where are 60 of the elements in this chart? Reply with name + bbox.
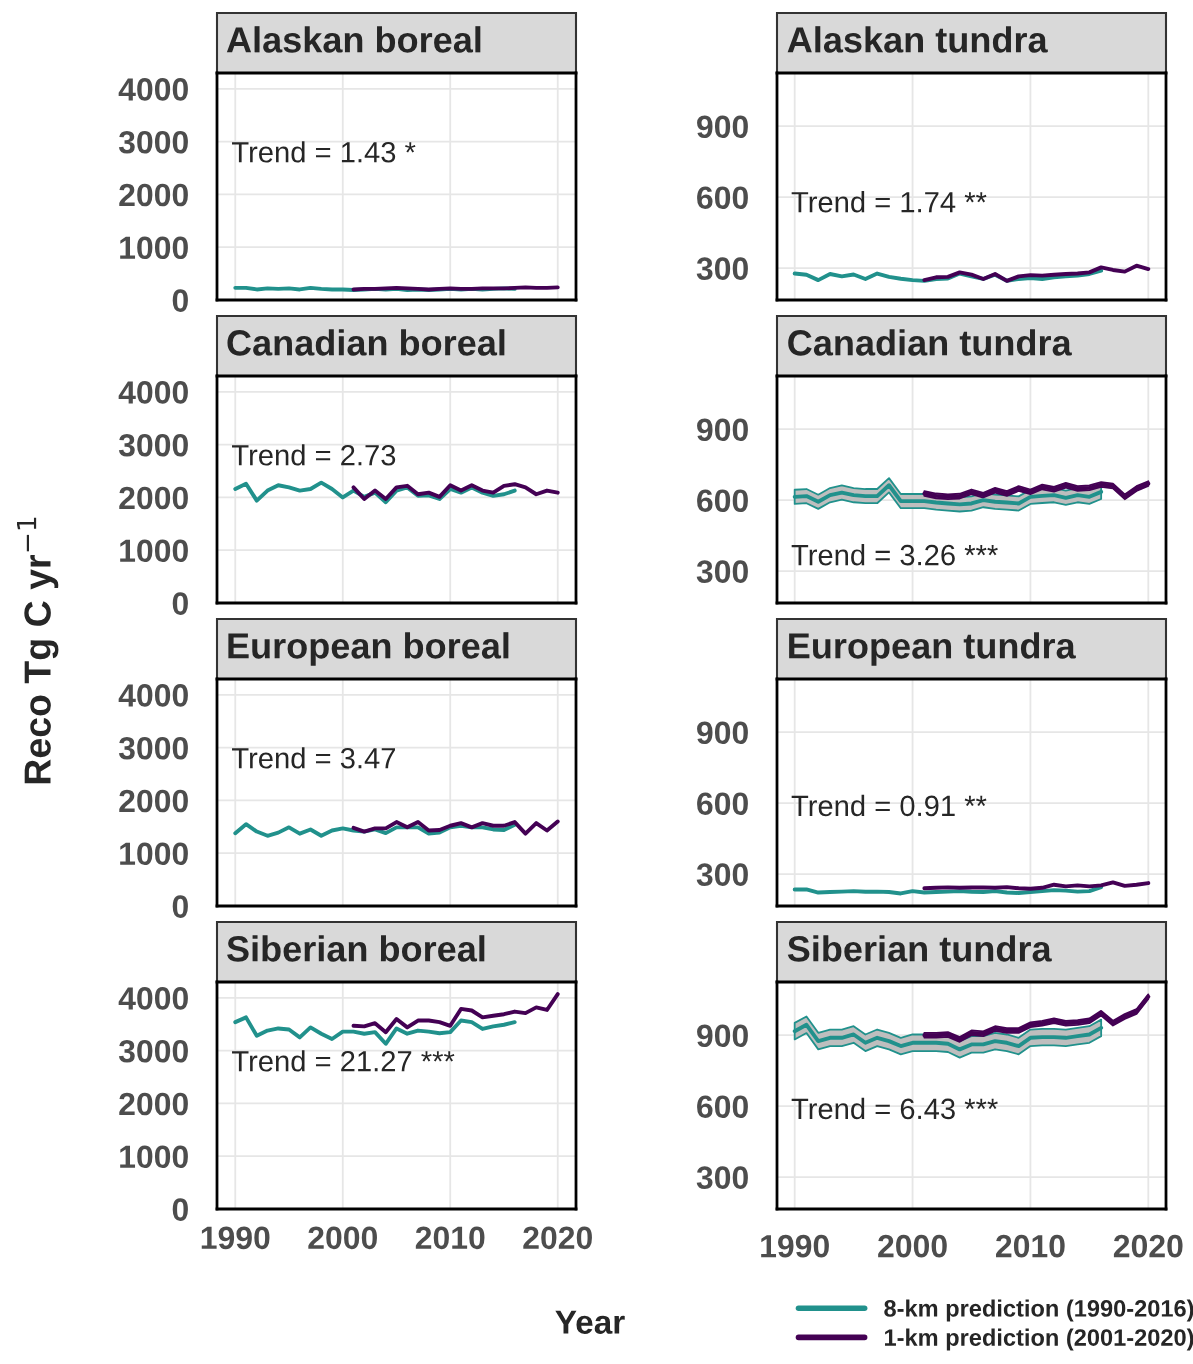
y-tick-label: 2000 (119, 486, 188, 510)
chart-title: Siberian boreal (227, 935, 485, 962)
y-tick-label: 3000 (118, 1039, 188, 1063)
y-tick-label: 4000 (118, 78, 188, 101)
y-tick-label: 600 (697, 489, 748, 513)
x-tick-label: 2010 (996, 1234, 1065, 1258)
x-axis-title: Year (555, 1310, 625, 1334)
x-tick-label: 2020 (1113, 1234, 1183, 1258)
y-tick-label: 4000 (118, 684, 188, 707)
chart-title: Alaskan tundra (787, 26, 1048, 53)
y-tick-label: 0 (172, 289, 188, 312)
y-tick-label: 900 (697, 418, 748, 442)
y-axis-title: Reco Tg C yr$^{−1}$ (17, 517, 59, 784)
y-tick-label: 3000 (118, 433, 188, 457)
y-tick-label: 600 (697, 792, 748, 816)
y-tick-label: 1000 (120, 539, 188, 563)
x-tick-label: 2000 (308, 1226, 377, 1250)
y-tick-label: 2000 (119, 183, 188, 207)
annotation: Trend = 6.43 *** (791, 1097, 998, 1120)
y-tick-label: 0 (172, 895, 188, 918)
annotation: Trend = 3.47 (232, 747, 395, 769)
chart-title: Canadian boreal (227, 329, 505, 356)
y-tick-label: 1000 (120, 236, 188, 260)
x-tick-label: 2000 (878, 1234, 947, 1258)
y-tick-label: 300 (696, 257, 748, 281)
y-tick-label: 300 (696, 863, 748, 887)
annotation: Trend = 0.91 ** (791, 794, 987, 817)
y-tick-label: 600 (697, 1095, 748, 1119)
chart-title: European boreal (228, 632, 509, 666)
y-tick-label: 2000 (119, 789, 188, 813)
y-tick-label: 300 (696, 560, 748, 584)
legend-label: 1-km prediction (2001-2020) (885, 1328, 1193, 1351)
chart-title: Siberian tundra (787, 935, 1052, 962)
y-tick-label: 900 (697, 1024, 748, 1048)
y-tick-label: 0 (172, 1198, 188, 1221)
y-tick-label: 900 (697, 115, 748, 139)
x-tick-label: 1990 (761, 1234, 829, 1258)
y-tick-label: 1000 (120, 1145, 188, 1169)
x-tick-label: 2020 (523, 1226, 592, 1250)
y-tick-label: 4000 (118, 987, 188, 1010)
y-tick-label: 300 (696, 1166, 748, 1190)
annotation: Trend = 21.27 *** (232, 1050, 455, 1072)
annotation: Trend = 3.26 *** (791, 544, 998, 566)
legend-label: 8-km prediction (1990-2016) (884, 1299, 1193, 1322)
y-tick-label: 900 (697, 721, 748, 745)
chart-title: Alaskan boreal (226, 26, 481, 53)
annotation: Trend = 2.73 (232, 444, 396, 466)
y-tick-label: 0 (172, 592, 188, 615)
annotation: Trend = 1.74 ** (791, 191, 987, 213)
chart-title: Canadian tundra (788, 329, 1072, 356)
annotation: Trend = 1.43 * (232, 141, 416, 163)
y-tick-label: 2000 (119, 1092, 188, 1116)
x-tick-label: 1990 (201, 1226, 270, 1250)
y-tick-label: 4000 (118, 381, 188, 404)
y-tick-label: 1000 (120, 842, 188, 866)
y-tick-label: 3000 (118, 130, 188, 154)
chart-title: European tundra (789, 632, 1076, 666)
y-tick-label: 600 (697, 186, 748, 210)
y-tick-label: 3000 (118, 736, 188, 760)
x-tick-label: 2010 (415, 1226, 485, 1250)
